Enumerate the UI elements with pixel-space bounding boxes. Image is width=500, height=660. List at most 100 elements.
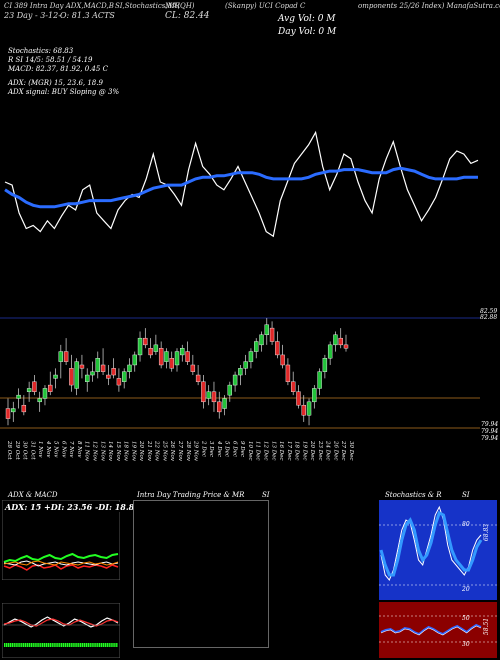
- candle-body: [153, 344, 159, 352]
- macd-histogram-bar: [49, 643, 51, 647]
- stoch-label-value: 68.83: [483, 523, 491, 542]
- macd-histogram-bar: [68, 643, 70, 647]
- date-tick-label: 30 Oct: [22, 441, 28, 460]
- info-stochastics: Stochastics: 68.83: [8, 47, 74, 55]
- date-tick-label: 18 Dec: [294, 441, 300, 461]
- macd-histogram-bar: [87, 643, 89, 647]
- macd-histogram-bar: [40, 643, 42, 647]
- macd-histogram-bar: [108, 643, 110, 647]
- candle-body: [26, 388, 32, 392]
- candle-body: [195, 374, 201, 382]
- macd-histogram-bar: [95, 643, 97, 647]
- macd-histogram-bar: [36, 643, 38, 647]
- macd-histogram-bar: [104, 643, 107, 647]
- date-tick-label: 19 Nov: [130, 441, 136, 462]
- date-tick-label: 9 Dec: [239, 441, 245, 457]
- candle-body: [137, 337, 143, 356]
- candle-body: [58, 351, 64, 362]
- candle-body: [217, 401, 222, 413]
- macd-histogram-bar: [53, 643, 55, 647]
- date-tick-label: 13 Dec: [270, 441, 276, 461]
- candle-body: [53, 374, 58, 379]
- macd-histogram-bar: [30, 643, 32, 647]
- macd-histogram-bar: [70, 643, 72, 647]
- date-tick-label: 20 Dec: [309, 440, 315, 461]
- date-tick-label: 2 Dec: [200, 440, 206, 457]
- macd-histogram-bar: [7, 643, 10, 647]
- date-tick-label: 5 Dec: [224, 441, 230, 457]
- price-label-low3: 79.94: [481, 435, 499, 442]
- macd-histogram-bar: [102, 643, 105, 647]
- adx-macd-title: ADX & MACD: [8, 491, 58, 499]
- candle-body: [312, 388, 317, 403]
- header-right: omponents 25/26 Index) ManafaSutra.com: [358, 2, 500, 10]
- info-rsi: R SI 14/5: 58.51 / 54.19: [8, 56, 93, 64]
- price-label-top1: 82.59: [480, 308, 498, 315]
- macd-histogram-bar: [59, 643, 61, 647]
- candle-body: [5, 408, 11, 419]
- header-ma: MA(QH): [165, 2, 195, 10]
- candle-body: [127, 364, 132, 372]
- date-tick-label: 31 Oct: [29, 441, 35, 460]
- date-tick-label: 17 Dec: [286, 441, 292, 461]
- date-tick-label: 15 Nov: [115, 441, 121, 462]
- date-tick-label: 4 Nov: [45, 440, 51, 458]
- macd-histogram-bar: [97, 643, 99, 647]
- candle-body: [32, 381, 37, 392]
- macd-histogram-bar: [85, 643, 88, 647]
- candle-body: [306, 401, 312, 416]
- date-tick-label: 26 Dec: [333, 440, 339, 461]
- candle-body: [174, 351, 180, 366]
- date-tick-label: 12 Nov: [92, 441, 98, 462]
- candle-body: [164, 351, 169, 362]
- macd-histogram-bar: [24, 643, 27, 647]
- candle-body: [322, 358, 328, 372]
- date-tick-label: 6 Nov: [60, 441, 66, 458]
- candle-body: [222, 398, 227, 409]
- date-tick-label: 11 Nov: [84, 441, 90, 462]
- header-date: 23 Day - 3-12-: [4, 11, 61, 20]
- date-tick-label: 27 Nov: [177, 440, 183, 462]
- rsi-label-30: 30: [462, 641, 470, 648]
- date-tick-label: 5 Nov: [53, 441, 59, 458]
- macd-histogram-bar: [93, 643, 95, 647]
- header-open: O: 81.3 ACTS: [60, 11, 115, 20]
- rsi-smooth-line: [380, 623, 482, 636]
- stochastics-si: SI: [462, 491, 470, 499]
- macd-histogram-bar: [23, 643, 25, 647]
- header-stock: (Skanpy) UCI Copad C: [225, 2, 306, 10]
- date-tick-label: 23 Dec: [317, 440, 323, 461]
- avg-vol: Avg Vol: 0 M: [278, 14, 336, 24]
- macd-histogram-bar: [21, 643, 23, 647]
- date-tick-label: 22 Nov: [154, 440, 160, 462]
- macd-histogram-bar: [38, 643, 40, 647]
- macd-histogram-bar: [19, 643, 21, 647]
- macd-histogram-bar: [62, 643, 65, 647]
- candle-body: [111, 368, 116, 376]
- macd-histogram-bar: [81, 643, 84, 647]
- macd-histogram-bar: [17, 643, 19, 647]
- rsi-line: [380, 625, 482, 636]
- macd-histogram-bar: [47, 643, 50, 647]
- candle-body: [333, 334, 338, 346]
- candle-body: [248, 351, 254, 362]
- date-tick-label: 19 Dec: [301, 441, 307, 461]
- stoch-d-line: [379, 510, 483, 577]
- macd-histogram-bar: [11, 643, 13, 647]
- candle-body: [79, 364, 85, 369]
- macd-line: [3, 616, 119, 628]
- date-tick-label: 8 Nov: [76, 441, 82, 458]
- date-tick-label: 20 Nov: [138, 440, 144, 462]
- candle-body: [285, 364, 291, 382]
- macd-histogram-bar: [89, 643, 91, 647]
- candle-body: [264, 324, 269, 336]
- date-tick-label: 28 Nov: [185, 440, 191, 462]
- header-si: SI,Stochastics,MR: [115, 2, 181, 10]
- date-tick-label: 6 Dec: [231, 441, 237, 457]
- candle-body: [259, 334, 264, 346]
- macd-histogram-bar: [26, 643, 29, 647]
- date-tick-label: 7 Nov: [68, 441, 74, 458]
- ma-line: [4, 166, 478, 209]
- macd-histogram-bar: [42, 643, 44, 647]
- candle-body: [327, 344, 333, 359]
